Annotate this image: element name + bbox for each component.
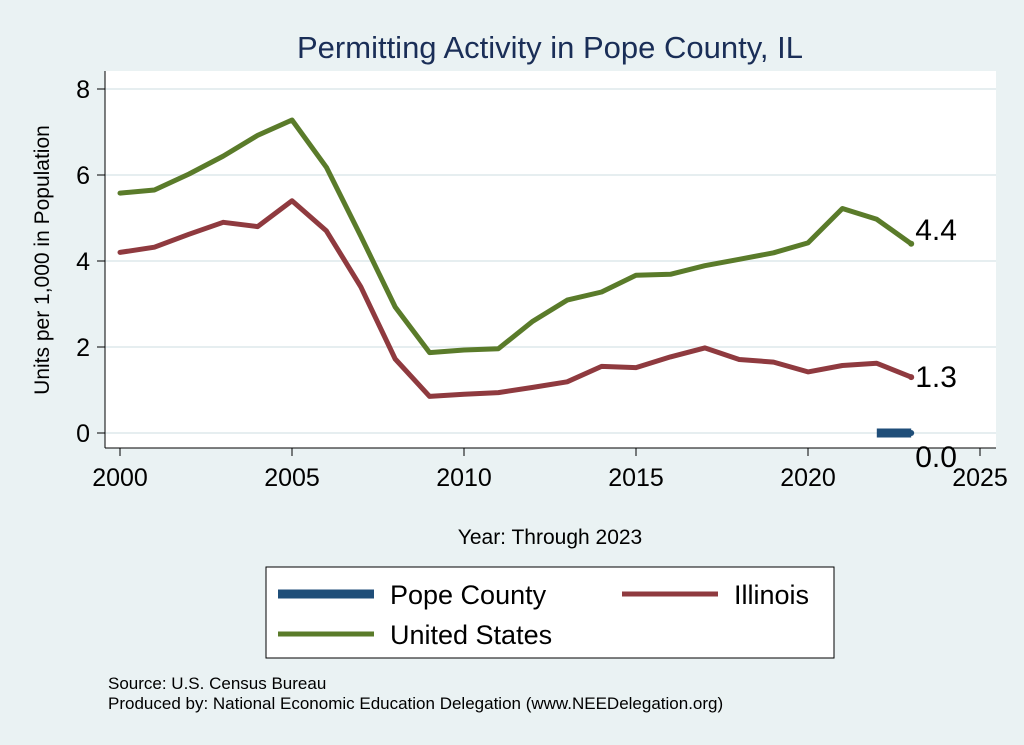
y-tick-label: 4	[76, 248, 90, 276]
end-label-united-states: 4.4	[915, 214, 957, 247]
legend-box	[265, 566, 835, 659]
x-tick-label: 2010	[436, 464, 492, 492]
series-end-marker-pope-county	[908, 430, 915, 436]
x-axis-ticks: 2000 2005 2010 2015 2020 2025	[92, 448, 1008, 492]
x-tick-label: 2025	[952, 464, 1008, 492]
legend-items: Pope County Illinois United States	[278, 580, 809, 650]
producer-note: Produced by: National Economic Education…	[108, 694, 723, 713]
y-tick-label: 2	[76, 334, 90, 362]
x-tick-label: 2015	[608, 464, 664, 492]
series-end-marker-illinois	[908, 374, 915, 381]
y-axis-ticks: 0 2 4 6 8	[76, 76, 105, 448]
chart-title: Permitting Activity in Pope County, IL	[297, 30, 803, 65]
legend: Pope County Illinois United States	[265, 566, 835, 659]
series-end-marker-united-states	[908, 240, 915, 247]
end-labels: 1.3 4.4 0.0	[915, 214, 957, 474]
series-line-united-states	[117, 117, 914, 356]
plot-area	[105, 71, 996, 448]
x-axis-label: Year: Through 2023	[458, 526, 643, 549]
y-tick-label: 0	[76, 420, 90, 448]
y-axis-label: Units per 1,000 in Population	[31, 125, 54, 395]
y-tick-label: 8	[76, 76, 90, 104]
end-label-illinois: 1.3	[915, 361, 957, 394]
source-note: Source: U.S. Census Bureau	[108, 674, 326, 693]
series-lines	[117, 117, 915, 438]
x-tick-label: 2000	[92, 464, 148, 492]
end-label-pope-county: 0.0	[915, 441, 957, 474]
series-line-illinois	[117, 198, 914, 399]
legend-label-illinois: Illinois	[734, 580, 809, 610]
gridlines	[105, 88, 996, 434]
legend-label-united-states: United States	[390, 620, 552, 650]
x-tick-label: 2005	[264, 464, 320, 492]
x-tick-label: 2020	[780, 464, 836, 492]
legend-label-pope-county: Pope County	[390, 580, 547, 610]
y-tick-label: 6	[76, 162, 90, 190]
